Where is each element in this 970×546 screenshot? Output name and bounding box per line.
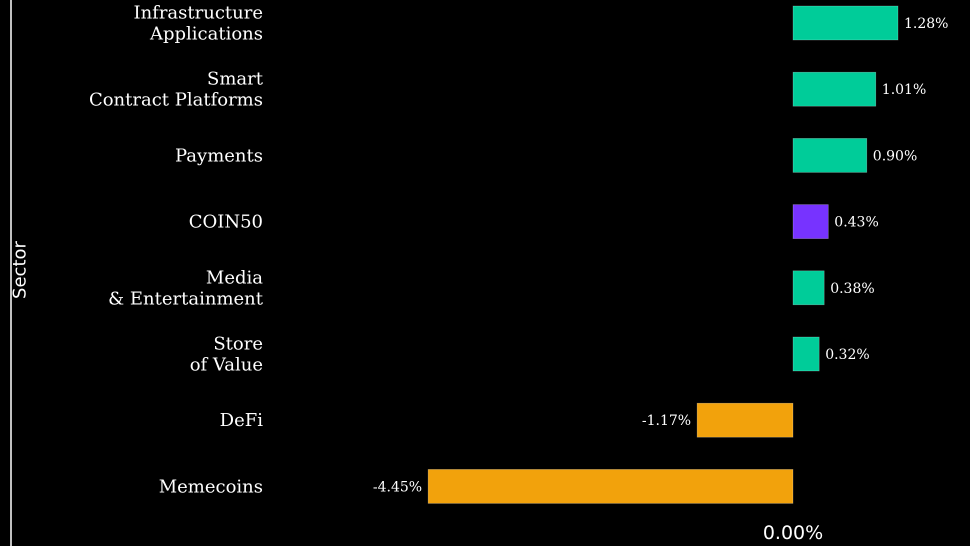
bar-3 [792,204,829,239]
category-label-2: Payments [175,145,263,166]
bar-0 [792,5,899,41]
value-label-4: 0.38% [830,281,874,297]
bar-7 [427,469,794,504]
y-axis-title: Sector [9,241,31,299]
category-label-5: Store of Value [190,334,263,376]
x-tick-label-zero: 0.00% [763,522,823,544]
bar-1 [792,71,877,107]
category-label-6: DeFi [220,410,264,431]
category-label-1: Smart Contract Platforms [89,69,264,111]
bar-6 [696,402,794,438]
category-label-7: Memecoins [159,476,263,497]
value-label-6: -1.17% [642,413,691,429]
value-label-5: 0.32% [825,347,869,363]
value-label-3: 0.43% [834,215,878,231]
value-label-2: 0.90% [873,148,917,164]
bar-2 [792,138,868,173]
category-label-0: Infrastructure Applications [133,3,263,45]
bar-5 [792,336,820,372]
bar-4 [792,270,825,306]
value-label-7: -4.45% [373,479,422,495]
category-label-4: Media & Entertainment [108,267,264,309]
value-label-0: 1.28% [904,16,948,32]
value-label-1: 1.01% [882,82,926,98]
category-label-3: COIN50 [189,212,263,233]
